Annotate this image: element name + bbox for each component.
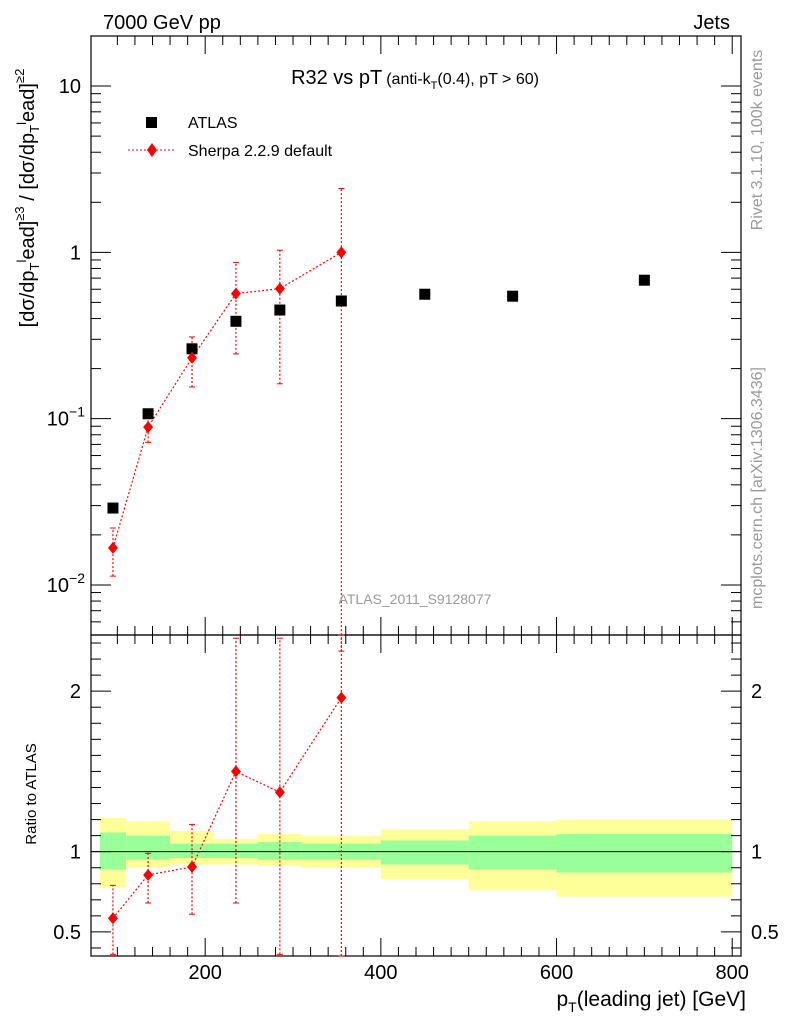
atlas-point <box>419 288 431 300</box>
main-ytick-label: 10 <box>59 76 81 98</box>
ratio-frame <box>90 634 742 957</box>
ratio-xtick-label: 200 <box>189 962 222 984</box>
ratio-xtick-label: 800 <box>716 962 749 984</box>
atlas-point <box>186 343 198 355</box>
legend-atlas-label: ATLAS <box>188 115 238 132</box>
ratio-sherpa-point <box>143 868 154 881</box>
ratio-panel-axes: 0.5 0.5 1 1 2 2 200 400 600 800 <box>53 634 779 984</box>
ratio-xtick-label: 400 <box>364 962 397 984</box>
ratio-sherpa-point <box>230 765 241 778</box>
ratio-ylabel: Ratio to ATLAS <box>23 743 40 844</box>
ratio-inner-band <box>257 842 302 860</box>
ratio-panel-series <box>107 634 347 957</box>
ratio-xlabel: pT(leading jet) [GeV] <box>556 988 746 1015</box>
ratio-inner-band <box>556 834 733 873</box>
sherpa-point <box>336 246 347 259</box>
ratio-ytick-label-right: 0.5 <box>751 922 779 944</box>
ratio-inner-band <box>126 835 171 860</box>
ratio-inner-band <box>380 840 469 865</box>
atlas-point <box>507 290 519 302</box>
ratio-sherpa-point <box>336 691 347 704</box>
ratio-ytick-label-right: 1 <box>751 842 762 864</box>
atlas-point <box>335 295 347 307</box>
ratio-uncertainty-bands <box>91 817 741 897</box>
ratio-ytick-label-left: 2 <box>70 681 81 703</box>
legend-sherpa-marker <box>147 143 157 157</box>
ratio-sherpa-point <box>274 786 285 799</box>
ratio-ytick-label-left: 0.5 <box>53 922 81 944</box>
sherpa-point <box>230 287 241 300</box>
header-right: Jets <box>693 12 730 34</box>
sherpa-point <box>187 351 198 364</box>
main-panel-series <box>107 188 650 652</box>
ratio-inner-band <box>99 832 127 870</box>
atlas-point <box>274 304 286 316</box>
atlas-point <box>107 502 119 514</box>
chart-title: R32 vs pT (anti-kT(0.4), pT > 60) <box>291 67 539 92</box>
sherpa-point <box>107 541 118 554</box>
ratio-ytick-label-right: 2 <box>751 681 762 703</box>
main-ytick-label: 10−1 <box>47 404 85 431</box>
atlas-point <box>142 408 154 420</box>
mcplots-label: mcplots.cern.ch [arXiv:1306.3436] <box>749 367 766 609</box>
sherpa-point <box>274 282 285 295</box>
legend-sherpa-label: Sherpa 2.2.9 default <box>188 143 333 160</box>
ratio-xtick-label: 600 <box>540 962 573 984</box>
atlas-point <box>230 315 242 327</box>
rivet-label: Rivet 3.1.10, 100k events <box>749 50 766 231</box>
ratio-inner-band <box>170 843 214 859</box>
header-left: 7000 GeV pp <box>103 12 221 34</box>
atlas-point <box>638 274 650 286</box>
analysis-watermark: ATLAS_2011_S9128077 <box>339 591 492 607</box>
ratio-sherpa-point <box>187 860 198 873</box>
main-ylabel: [dσ/dpTlead]≥3 / [dσ/dpTlead]≥2 <box>12 69 42 328</box>
sherpa-line <box>112 251 342 549</box>
ratio-inner-band <box>468 835 557 870</box>
main-ytick-label: 10−2 <box>47 570 85 597</box>
legend-atlas-marker <box>146 117 157 128</box>
legend: ATLAS Sherpa 2.2.9 default <box>128 115 333 160</box>
sherpa-point <box>143 421 154 434</box>
ratio-sherpa-point <box>107 912 118 925</box>
ratio-ytick-label-left: 1 <box>70 842 81 864</box>
main-ytick-label: 1 <box>70 242 81 264</box>
ratio-sherpa-line <box>112 697 342 919</box>
